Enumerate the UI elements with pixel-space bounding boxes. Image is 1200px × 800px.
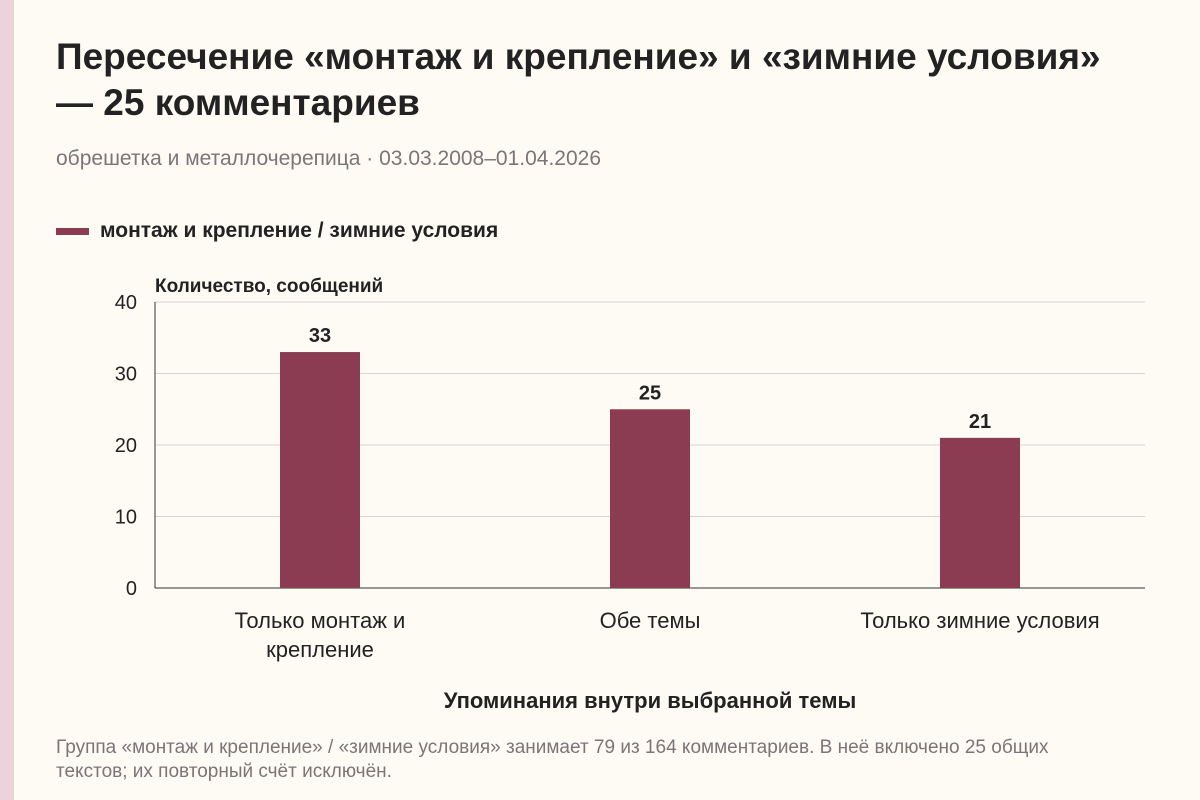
legend-swatch <box>56 227 89 235</box>
footnote: Группа «монтаж и крепление» / «зимние ус… <box>56 737 1049 782</box>
x-tick-label: Только монтаж и крепление <box>235 608 406 662</box>
y-axis-label: Количество, сообщений <box>155 276 383 297</box>
legend-label: монтаж и крепление / зимние условия <box>100 219 499 242</box>
chart-title: Пересечение «монтаж и крепление» и «зимн… <box>56 36 1101 123</box>
chart-subtitle: обрешетка и металлочерепица · 03.03.2008… <box>56 147 602 170</box>
y-tick-label: 0 <box>126 578 137 600</box>
bar <box>610 409 690 588</box>
y-tick-label: 10 <box>115 507 137 529</box>
x-tick-label: Только зимние условия <box>860 608 1099 633</box>
bar-value-label: 25 <box>639 382 661 404</box>
x-tick-label: Обе темы <box>600 608 701 633</box>
side-accent-strip <box>0 0 14 800</box>
y-tick-label: 30 <box>115 364 137 386</box>
bar <box>280 352 360 588</box>
legend: монтаж и крепление / зимние условия <box>56 219 498 243</box>
x-axis-label: Упоминания внутри выбранной темы <box>444 688 857 713</box>
y-tick-label: 20 <box>115 435 137 457</box>
bar <box>940 437 1020 588</box>
y-tick-label: 40 <box>115 292 137 314</box>
bar-value-label: 33 <box>309 325 331 347</box>
bar-value-label: 21 <box>969 411 991 433</box>
